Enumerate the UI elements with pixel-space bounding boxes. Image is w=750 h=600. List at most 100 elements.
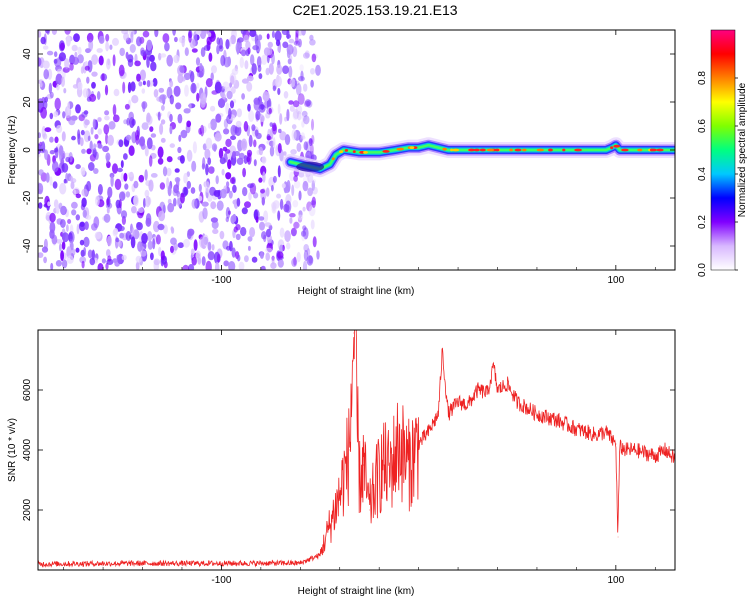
spectrogram-speckle xyxy=(303,244,310,252)
spectrogram-speckle xyxy=(208,52,213,62)
spectrogram-speckle xyxy=(107,186,113,199)
spectrogram-hotspot xyxy=(442,147,447,151)
spectrogram-speckle xyxy=(40,106,47,119)
spectrogram-speckle xyxy=(231,86,236,94)
spectrogram-speckle xyxy=(278,128,282,134)
spectrogram-speckle xyxy=(306,248,311,257)
spectrogram-hotspot xyxy=(409,146,415,150)
spectrogram-speckle xyxy=(157,146,164,159)
spectrogram-speckle xyxy=(299,64,304,72)
spectrogram-speckle xyxy=(157,157,164,165)
spectrogram-speckle xyxy=(75,214,81,221)
spectrogram-hotspot xyxy=(331,157,335,161)
spectrogram-speckle xyxy=(258,104,266,113)
spectrogram-speckle xyxy=(173,54,180,64)
spectrogram-speckle xyxy=(109,44,113,50)
spectrogram-speckle xyxy=(289,171,295,182)
spectrogram-speckle xyxy=(114,178,122,191)
spectrogram-speckle xyxy=(140,250,147,257)
spectrogram-speckle xyxy=(207,251,215,261)
spectrogram-speckle xyxy=(302,260,308,270)
spectrogram-speckle xyxy=(174,36,178,43)
spectrogram-speckle xyxy=(279,244,284,253)
spectrogram-speckle xyxy=(297,93,305,105)
spectrogram-speckle xyxy=(306,100,313,108)
spectrogram-speckle xyxy=(243,155,248,164)
spectrogram-y-tick-label: -20 xyxy=(22,190,33,205)
spectrogram-speckle xyxy=(282,65,290,74)
spectrogram-speckle xyxy=(144,195,151,208)
spectrogram-speckle xyxy=(80,167,86,176)
spectrogram-speckle xyxy=(260,265,266,270)
spectrogram-speckle xyxy=(251,63,257,75)
spectrogram-speckle xyxy=(261,156,267,164)
spectrogram-x-tick-label: -100 xyxy=(211,275,231,286)
spectrogram-speckle xyxy=(44,149,49,160)
spectrogram-hotspot xyxy=(452,148,460,152)
spectrogram-speckle xyxy=(147,231,153,242)
spectrogram-speckle xyxy=(177,242,184,249)
spectrogram-speckle xyxy=(167,202,175,213)
spectrogram-speckle xyxy=(75,104,81,114)
spectrogram-speckle xyxy=(272,137,276,149)
spectrogram-speckle xyxy=(77,46,82,55)
spectrogram-speckle xyxy=(50,262,54,270)
spectrogram-speckle xyxy=(229,240,233,252)
spectrogram-speckle xyxy=(225,172,232,180)
colorbar-gradient xyxy=(710,29,736,271)
spectrogram-hotspot xyxy=(473,148,480,152)
spectrogram-speckle xyxy=(68,117,76,126)
spectrogram-speckle xyxy=(266,33,270,40)
spectrogram-speckle xyxy=(240,49,247,57)
spectrogram-speckle xyxy=(259,251,264,259)
spectrogram-speckle xyxy=(75,193,82,199)
spectrogram-speckle xyxy=(131,95,139,104)
spectrogram-speckle xyxy=(248,192,252,201)
spectrogram-speckle xyxy=(84,221,89,231)
spectrogram-speckle xyxy=(119,191,126,201)
spectrogram-speckle xyxy=(59,182,67,195)
spectrogram-speckle xyxy=(214,81,222,94)
spectrogram-speckle xyxy=(106,207,110,214)
spectrogram-speckle xyxy=(254,129,259,137)
spectrogram-speckle xyxy=(106,58,111,70)
spectrogram-speckle xyxy=(210,72,214,81)
spectrogram-speckle xyxy=(136,222,143,231)
spectrogram-speckle xyxy=(207,157,212,165)
snr-x-label: Height of straight line (km) xyxy=(298,586,415,597)
spectrogram-speckle xyxy=(235,120,242,128)
spectrogram-speckle xyxy=(225,138,232,148)
spectrogram-speckle xyxy=(79,222,85,227)
spectrogram-speckle xyxy=(49,176,53,186)
spectrogram-speckle xyxy=(303,83,308,92)
spectrogram-speckle xyxy=(211,166,215,173)
spectrogram-hotspot xyxy=(396,147,405,151)
spectrogram-speckle xyxy=(216,200,224,211)
spectrogram-speckle xyxy=(247,236,253,242)
spectrogram-speckle xyxy=(119,47,125,57)
spectrogram-speckle xyxy=(203,45,211,51)
spectrogram-speckle xyxy=(230,34,237,45)
spectrogram-speckle xyxy=(281,183,286,189)
spectrogram-speckle xyxy=(153,89,159,98)
spectrogram-speckle xyxy=(211,143,218,152)
spectrogram-speckle xyxy=(43,238,48,250)
spectrogram-speckle xyxy=(130,81,136,92)
spectrogram-speckle xyxy=(54,51,58,58)
spectrogram-speckle xyxy=(190,71,195,83)
spectrogram-speckle xyxy=(91,249,96,261)
spectrogram-speckle xyxy=(144,145,149,157)
spectrogram-speckle xyxy=(269,122,274,127)
spectrogram-speckle xyxy=(124,183,129,190)
spectrogram-speckle xyxy=(292,200,299,208)
spectrogram-speckle xyxy=(158,246,162,257)
spectrogram-speckle xyxy=(303,52,310,59)
spectrogram-speckle xyxy=(76,223,80,235)
spectrogram-speckle xyxy=(53,58,58,64)
spectrogram-speckle xyxy=(259,113,264,123)
spectrogram-speckle xyxy=(60,219,66,228)
spectrogram-speckle xyxy=(96,91,101,100)
spectrogram-speckle xyxy=(91,223,98,231)
spectrogram-speckle xyxy=(113,88,120,97)
spectrogram-speckle xyxy=(85,48,91,54)
